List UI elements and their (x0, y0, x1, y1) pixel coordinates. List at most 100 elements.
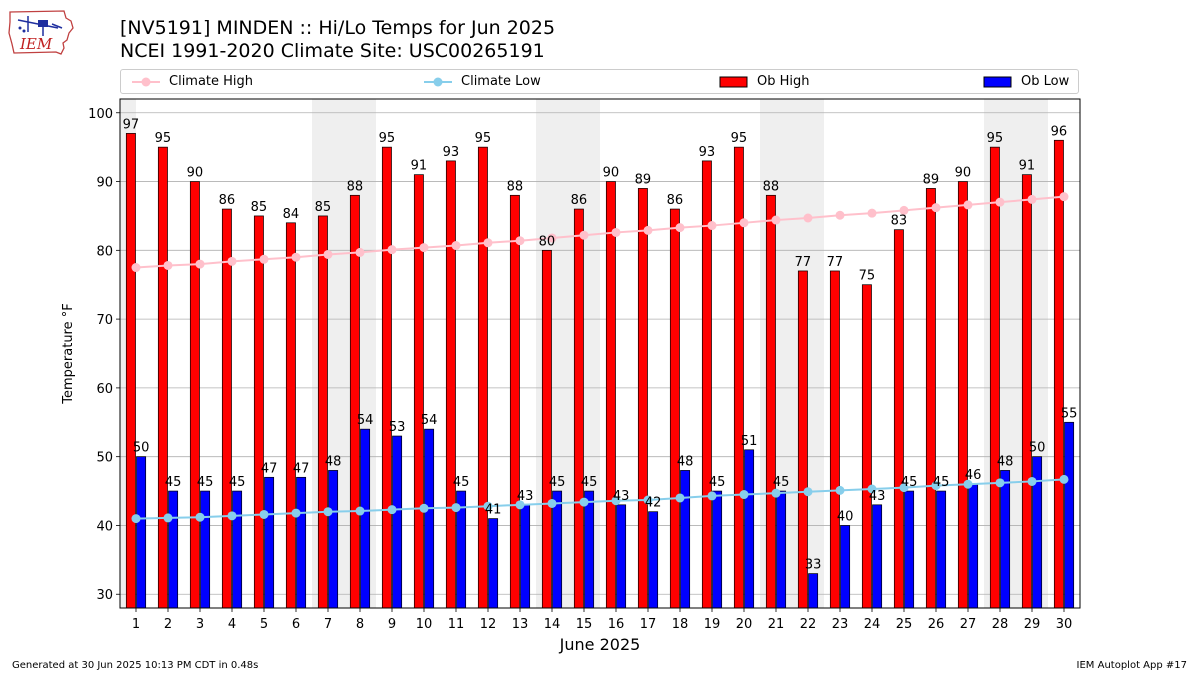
ob-high-bar (317, 215, 328, 609)
ob-high-label: 95 (475, 131, 492, 146)
plot-frame (119, 98, 1081, 609)
climate-low-point (323, 507, 333, 517)
x-tick-label: 25 (896, 617, 913, 632)
ob-low-label: 47 (261, 461, 278, 476)
iowa-map-icon: IEM (8, 10, 74, 55)
logo-text: IEM (19, 35, 53, 53)
ob-low-label: 42 (645, 496, 662, 511)
ob-low-bar (936, 490, 947, 609)
ob-low-label: 45 (901, 475, 918, 490)
ob-high-bar (957, 181, 968, 609)
climate-low-point (579, 497, 589, 507)
legend-item-ob-high: Ob High (719, 74, 810, 89)
x-tick-label: 12 (480, 617, 497, 632)
x-tick-label: 3 (196, 617, 204, 632)
climate-high-point (803, 213, 813, 223)
climate-low-point (1059, 474, 1069, 484)
x-tick-label: 29 (1024, 617, 1041, 632)
ob-low-bar (1000, 470, 1011, 609)
ob-high-bar (733, 146, 744, 609)
climate-high-point (355, 247, 365, 257)
ob-low-bar (552, 490, 563, 609)
legend-item-climate-high: Climate High (131, 74, 253, 89)
x-tick-label: 27 (960, 617, 977, 632)
ob-low-label: 45 (581, 475, 598, 490)
legend-swatch-climate-high (132, 77, 160, 86)
ob-low-bar (520, 504, 531, 609)
ob-low-label: 48 (677, 454, 694, 469)
climate-high-point (323, 249, 333, 259)
ob-low-bar (424, 428, 435, 609)
ob-high-bar (605, 181, 616, 609)
climate-low-point (483, 501, 493, 511)
ob-high-label: 83 (891, 214, 908, 229)
ob-low-label: 47 (293, 461, 310, 476)
x-tick-label: 17 (640, 617, 657, 632)
x-tick-label: 22 (800, 617, 817, 632)
ob-high-bar (221, 208, 232, 609)
climate-high-point (707, 221, 717, 231)
ob-high-label: 95 (731, 131, 748, 146)
y-tick-label: 60 (96, 382, 113, 397)
ob-low-label: 45 (549, 475, 566, 490)
legend-label-climate-high: Climate High (169, 74, 254, 89)
legend-item-ob-low: Ob Low (983, 74, 1069, 89)
climate-high-point (611, 227, 621, 237)
ob-high-label: 95 (987, 131, 1004, 146)
y-tick-label: 100 (88, 107, 113, 122)
climate-high-point (995, 197, 1005, 207)
ob-low-label: 53 (389, 420, 406, 435)
climate-low-point (291, 508, 301, 518)
ob-low-bar (776, 490, 787, 609)
ob-low-bar (840, 525, 851, 609)
climate-high-point (419, 243, 429, 253)
x-tick-label: 24 (864, 617, 881, 632)
ob-high-label: 89 (635, 172, 652, 187)
ob-low-bar (136, 456, 147, 609)
x-tick-label: 10 (416, 617, 433, 632)
climate-low-point (547, 498, 557, 508)
ob-high-label: 85 (315, 200, 332, 215)
ob-high-label: 85 (251, 200, 268, 215)
climate-low-point (867, 484, 877, 494)
climate-low-line (135, 478, 1065, 520)
x-tick-label: 6 (292, 617, 300, 632)
climate-low-point (899, 483, 909, 493)
ob-low-bar (744, 449, 755, 609)
climate-high-point (1027, 194, 1037, 204)
ob-low-bar (168, 490, 179, 609)
x-tick-label: 21 (768, 617, 785, 632)
ob-low-bar (680, 470, 691, 609)
ob-low-label: 43 (613, 489, 630, 504)
ob-high-label: 86 (219, 193, 236, 208)
x-tick-label: 15 (576, 617, 593, 632)
ob-high-bar (509, 194, 520, 609)
ob-low-bar (872, 504, 883, 609)
ob-high-label: 91 (1019, 159, 1036, 174)
ob-high-bar (669, 208, 680, 609)
ob-low-label: 50 (133, 441, 150, 456)
x-tick-label: 8 (356, 617, 364, 632)
ob-high-label: 75 (859, 269, 876, 284)
climate-high-point (739, 218, 749, 228)
climate-high-point (835, 210, 845, 220)
ob-low-label: 45 (197, 475, 214, 490)
climate-low-point (931, 481, 941, 491)
ob-high-bar (189, 181, 200, 609)
x-axis-label: June 2025 (559, 635, 641, 654)
x-tick-label: 28 (992, 617, 1009, 632)
x-tick-label: 11 (448, 617, 465, 632)
ob-high-bar (541, 249, 552, 609)
climate-low-point (771, 488, 781, 498)
ob-low-bar (968, 483, 979, 609)
ob-low-bar (648, 511, 659, 609)
x-tick-label: 1 (132, 617, 140, 632)
y-tick-label: 50 (96, 451, 113, 466)
ob-low-bar (392, 435, 403, 609)
climate-low-point (451, 503, 461, 513)
ob-low-label: 45 (453, 475, 470, 490)
climate-low-point (803, 487, 813, 497)
ob-low-bar (232, 490, 243, 609)
climate-low-point (259, 509, 269, 519)
climate-low-point (163, 513, 173, 523)
